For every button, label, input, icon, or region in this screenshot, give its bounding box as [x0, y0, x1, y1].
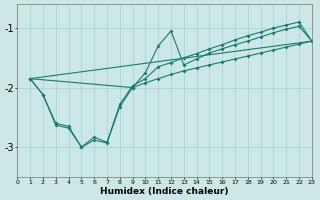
X-axis label: Humidex (Indice chaleur): Humidex (Indice chaleur): [100, 187, 229, 196]
